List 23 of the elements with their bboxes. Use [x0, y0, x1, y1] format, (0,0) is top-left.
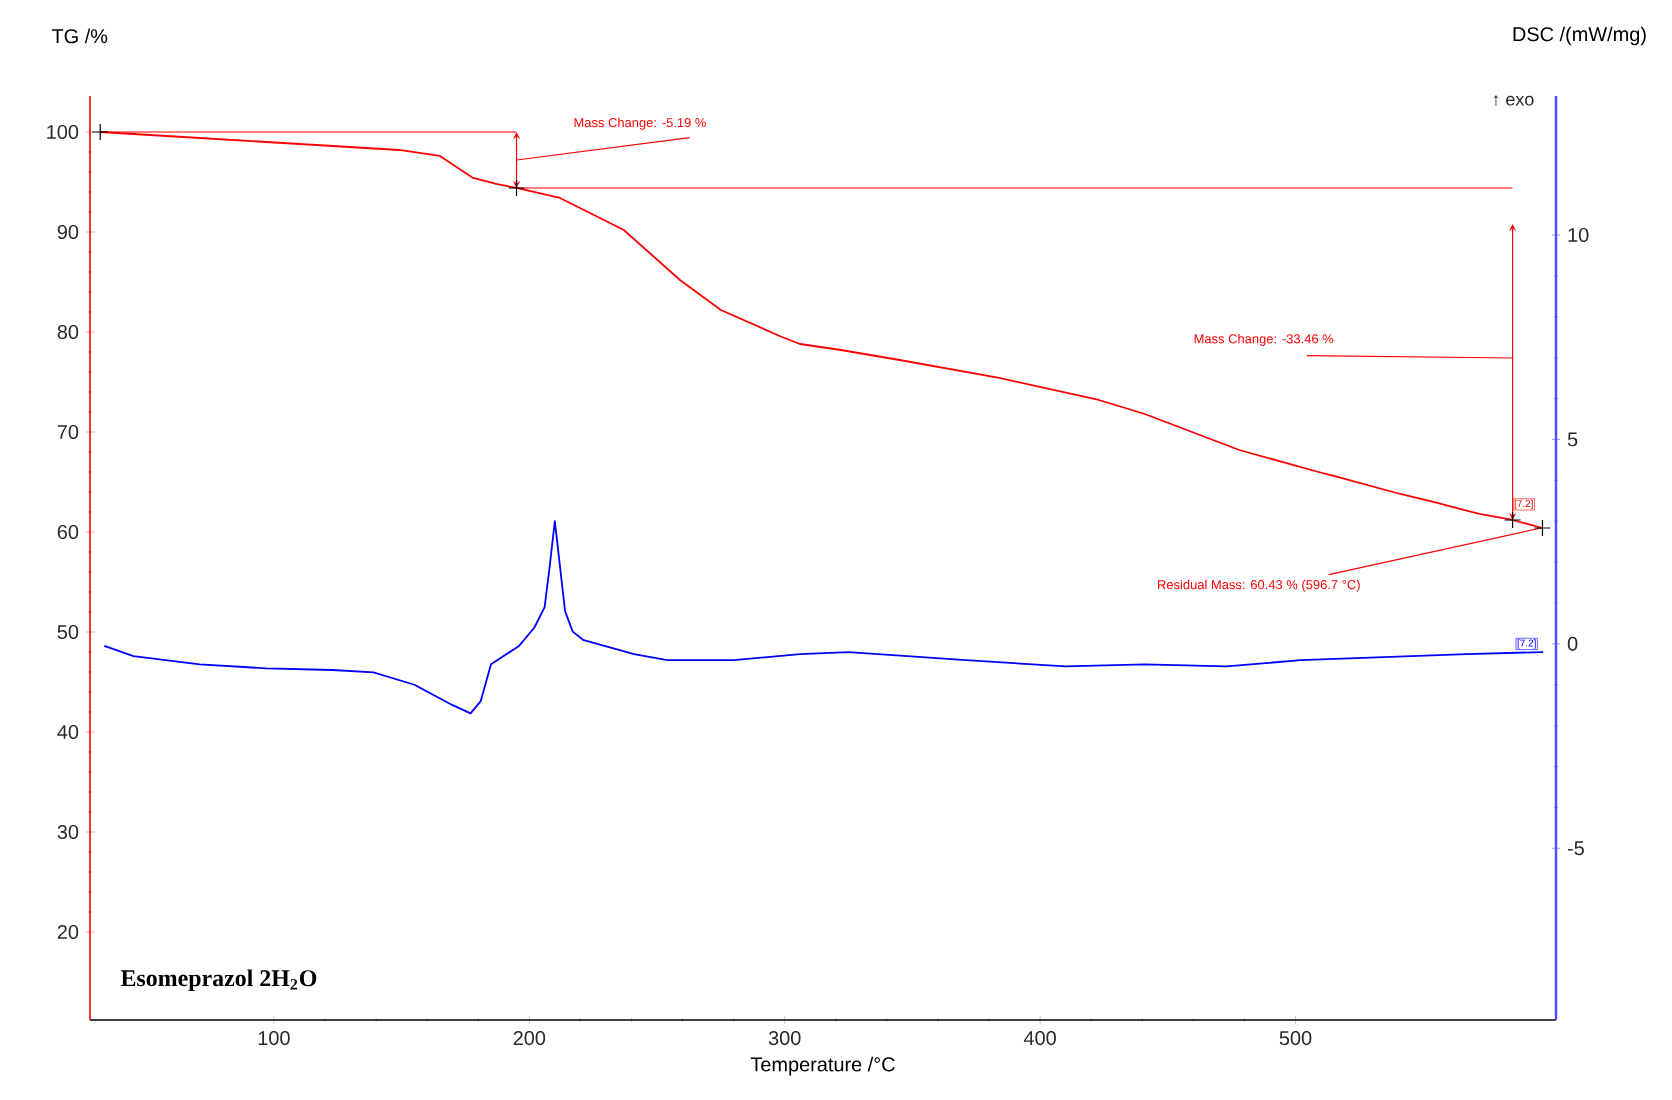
y-tick-label: 20 [57, 924, 79, 940]
y2-tick-label: -5 [1567, 841, 1584, 856]
y-tick-label: 100 [47, 124, 79, 140]
x-axis-title: Temperature /°C [750, 1056, 895, 1076]
y-tick-label: 70 [57, 424, 79, 440]
y-tick-label: 40 [57, 724, 79, 740]
x-tick-label: 100 [258, 1031, 290, 1046]
annotation: Esomeprazol 2H$_{2}$O [120, 969, 317, 992]
y-tick-label: 30 [57, 824, 79, 840]
y-tick-label: 60 [57, 524, 79, 540]
y-tick-label: 80 [57, 324, 79, 340]
x-tick-label: 500 [1279, 1031, 1312, 1046]
x-tick-label: 400 [1023, 1031, 1056, 1046]
y2-tick-label: 5 [1567, 432, 1578, 447]
x-tick-label: 300 [768, 1031, 801, 1046]
y-tick-label: 50 [57, 624, 79, 640]
y2-tick-label: 10 [1568, 227, 1589, 243]
y-tick-label: 90 [57, 224, 79, 240]
x-tick-label: 200 [513, 1031, 546, 1046]
y2-tick-label: 0 [1567, 636, 1578, 651]
y2-axis-title: DSC /(mW/mg) [1513, 26, 1646, 46]
annotation: ↑ exo [1493, 95, 1534, 106]
y-axis-title: TG /% [51, 28, 108, 44]
